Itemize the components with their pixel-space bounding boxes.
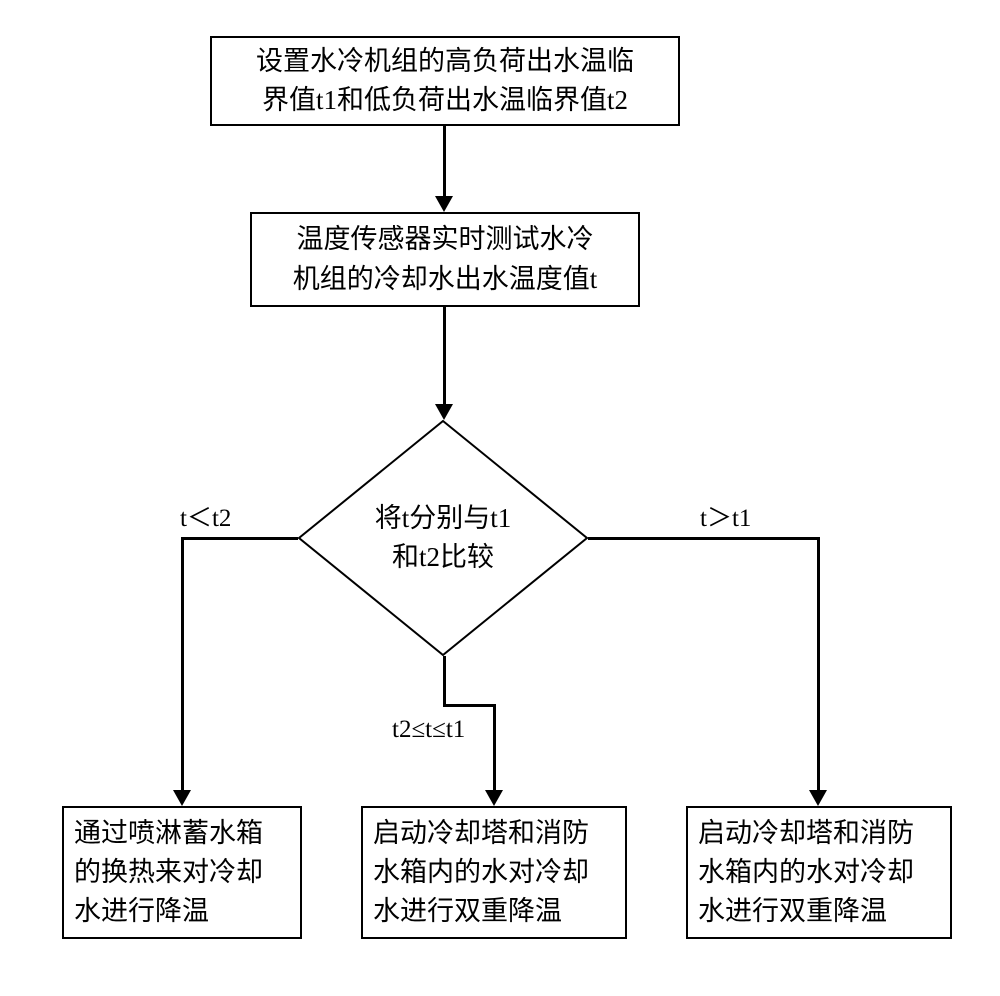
edge-label-text: t＞t1 bbox=[700, 505, 751, 532]
node-text: 启动冷却塔和消防水箱内的水对冷却水进行双重降温 bbox=[698, 814, 914, 931]
edge-label-text: t＜t2 bbox=[180, 505, 231, 532]
edge-label-text: t2≤t≤t1 bbox=[392, 716, 465, 743]
edge-label-mid: t2≤t≤t1 bbox=[392, 716, 465, 744]
edge-n3-n6-h bbox=[588, 537, 820, 540]
edge-n1-n2 bbox=[443, 126, 446, 196]
node-text: 设置水冷机组的高负荷出水温临界值t1和低负荷出水温临界值t2 bbox=[256, 42, 634, 120]
edge-n3-n5-v2 bbox=[493, 704, 496, 790]
edge-n1-n2-head bbox=[435, 196, 453, 212]
edge-n3-n4-head bbox=[173, 790, 191, 806]
edge-n3-n4-h bbox=[181, 537, 298, 540]
node-compare: 将t分别与t1和t2比较 bbox=[298, 420, 588, 656]
edge-n3-n4-v bbox=[181, 537, 184, 790]
node-sensor-measure: 温度传感器实时测试水冷机组的冷却水出水温度值t bbox=[250, 212, 640, 307]
node-text: 启动冷却塔和消防水箱内的水对冷却水进行双重降温 bbox=[373, 814, 589, 931]
node-text: 将t分别与t1和t2比较 bbox=[375, 499, 512, 577]
node-set-thresholds: 设置水冷机组的高负荷出水温临界值t1和低负荷出水温临界值t2 bbox=[210, 36, 680, 126]
edge-n3-n5-head bbox=[485, 790, 503, 806]
node-text: 通过喷淋蓄水箱的换热来对冷却水进行降温 bbox=[74, 814, 263, 931]
edge-n3-n5-h bbox=[443, 704, 496, 707]
node-spray-tank: 通过喷淋蓄水箱的换热来对冷却水进行降温 bbox=[62, 806, 302, 939]
edge-n3-n5-v1 bbox=[443, 656, 446, 704]
node-tower-fire-1: 启动冷却塔和消防水箱内的水对冷却水进行双重降温 bbox=[361, 806, 627, 939]
edge-label-right: t＞t1 bbox=[700, 498, 751, 534]
edge-n2-n3 bbox=[443, 307, 446, 404]
edge-n2-n3-head bbox=[435, 404, 453, 420]
edge-label-left: t＜t2 bbox=[180, 498, 231, 534]
edge-n3-n6-head bbox=[809, 790, 827, 806]
flowchart-canvas: 设置水冷机组的高负荷出水温临界值t1和低负荷出水温临界值t2 温度传感器实时测试… bbox=[0, 0, 1000, 996]
node-tower-fire-2: 启动冷却塔和消防水箱内的水对冷却水进行双重降温 bbox=[686, 806, 952, 939]
edge-n3-n6-v bbox=[817, 537, 820, 790]
node-text: 温度传感器实时测试水冷机组的冷却水出水温度值t bbox=[293, 220, 598, 298]
